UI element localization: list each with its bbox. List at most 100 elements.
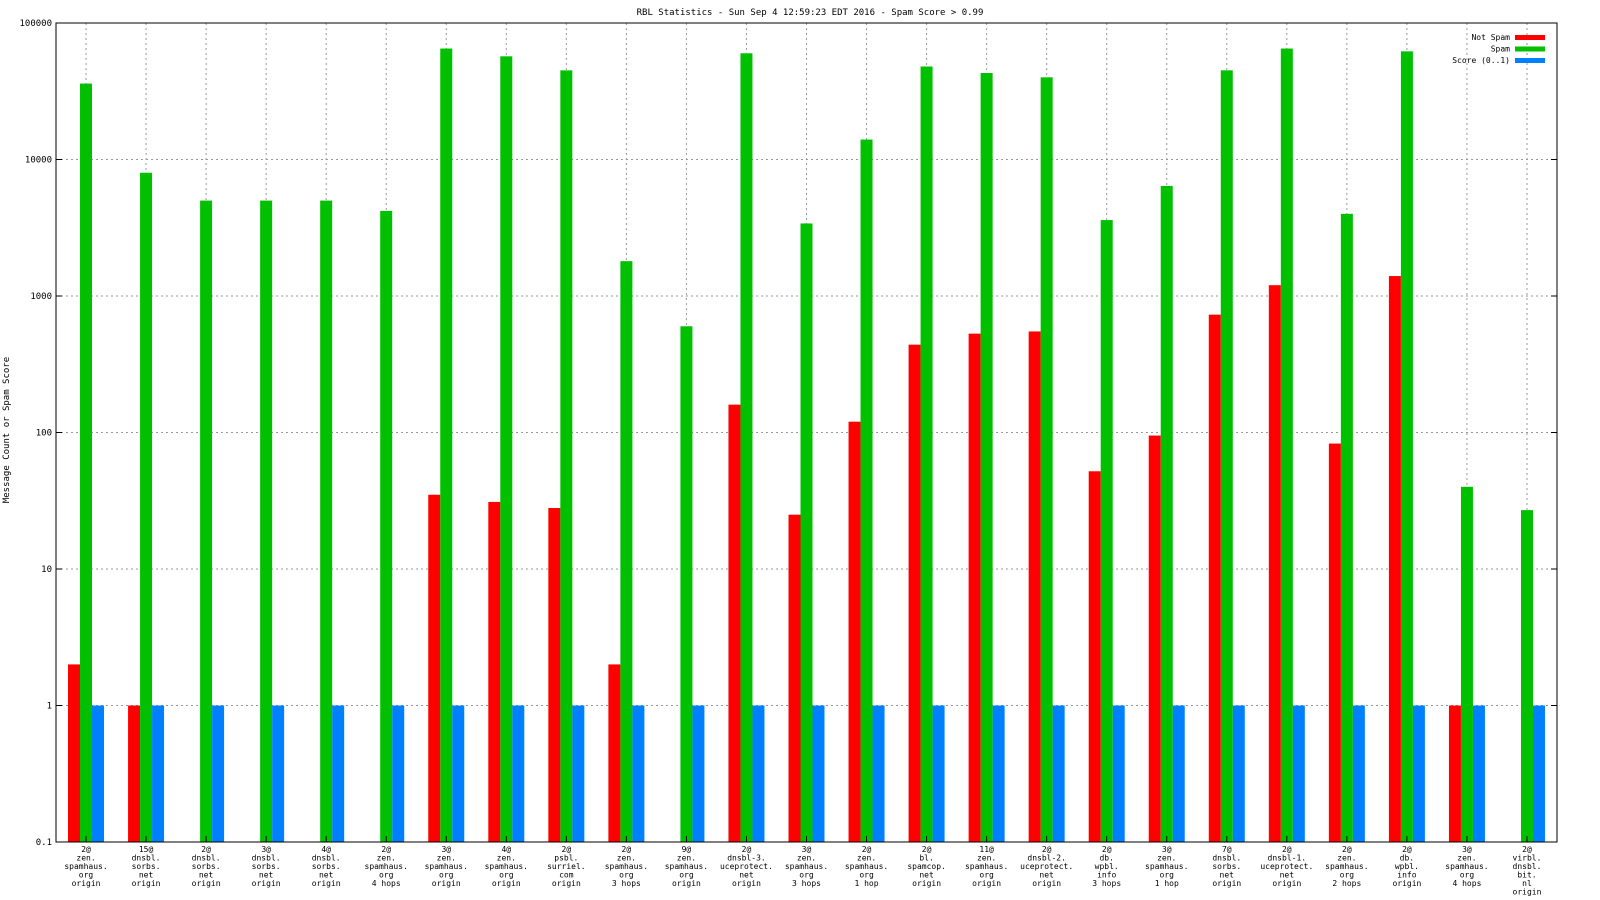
x-tick-label: origin (552, 879, 581, 888)
x-tick-label: zen. (1457, 854, 1476, 863)
x-tick-label: dnsbl-2. (1027, 854, 1066, 863)
x-tick-label: dnsbl-1. (1268, 854, 1307, 863)
x-tick-label: sorbs. (1212, 862, 1241, 871)
x-tick-label: 2@ (742, 845, 752, 854)
x-tick-label: net (259, 871, 274, 880)
x-tick-label: 4 hops (1452, 879, 1481, 888)
bar-not-spam (1448, 705, 1461, 842)
x-tick-label: psbl. (554, 854, 578, 863)
x-tick-label: uceprotect. (1260, 862, 1313, 871)
bar-not-spam (908, 344, 921, 842)
y-axis-label: Message Count or Spam Score (2, 357, 12, 503)
x-tick-label: 15@ (139, 845, 154, 854)
x-tick-label: 4@ (501, 845, 511, 854)
x-tick-label: zen. (1337, 854, 1356, 863)
x-tick-label: bit. (1517, 871, 1536, 880)
x-tick-label: zen. (677, 854, 696, 863)
x-tick-label: zen. (797, 854, 816, 863)
bar-score-0-1 (512, 705, 525, 842)
bar-score-0-1 (212, 705, 225, 842)
x-tick-label: net (1039, 871, 1054, 880)
bar-spam (1520, 510, 1533, 842)
x-tick-label: org (619, 871, 634, 880)
legend-swatch (1515, 35, 1545, 40)
x-tick-label: spamhaus. (785, 862, 828, 871)
x-tick-label: origin (732, 879, 761, 888)
x-tick-label: 11@ (979, 845, 994, 854)
x-tick-label: 2@ (1522, 845, 1532, 854)
x-tick-label: org (1340, 871, 1355, 880)
x-tick-label: db. (1400, 854, 1414, 863)
x-tick-label: nl (1522, 879, 1532, 888)
bar-not-spam (68, 664, 81, 842)
bar-score-0-1 (1052, 705, 1065, 842)
bar-spam (980, 73, 993, 842)
bar-score-0-1 (272, 705, 285, 842)
y-tick-label: 10 (41, 565, 52, 575)
bar-score-0-1 (1232, 705, 1245, 842)
x-tick-label: net (319, 871, 334, 880)
x-tick-label: sorbs. (252, 862, 281, 871)
x-tick-label: 2@ (201, 845, 211, 854)
x-tick-label: dnsbl. (1212, 854, 1241, 863)
x-tick-label: info (1097, 871, 1116, 880)
bar-score-0-1 (812, 705, 825, 842)
x-tick-label: 2@ (622, 845, 632, 854)
y-tick-label: 100 (36, 429, 52, 439)
bar-spam (680, 326, 693, 842)
x-tick-label: zen. (497, 854, 516, 863)
x-tick-label: net (1220, 871, 1235, 880)
x-tick-label: org (1160, 871, 1175, 880)
bar-score-0-1 (332, 705, 345, 842)
x-tick-label: sorbs. (312, 862, 341, 871)
x-tick-label: org (439, 871, 454, 880)
x-tick-label: spamhaus. (965, 862, 1008, 871)
x-tick-label: dnsbl. (192, 854, 221, 863)
x-tick-label: 3 hops (612, 879, 641, 888)
x-tick-label: spamhaus. (1445, 862, 1488, 871)
bar-not-spam (1208, 314, 1221, 842)
x-tick-label: origin (72, 879, 101, 888)
bar-spam (620, 261, 633, 843)
x-tick-label: dnsbl. (252, 854, 281, 863)
x-tick-label: 2@ (381, 845, 391, 854)
x-tick-label: dnsbl-3. (727, 854, 766, 863)
x-tick-label: 3@ (261, 845, 271, 854)
x-tick-label: 3 hops (792, 879, 821, 888)
bar-score-0-1 (1472, 705, 1485, 842)
x-tick-label: surriel. (547, 862, 586, 871)
bar-not-spam (428, 494, 441, 842)
x-tick-label: com (559, 871, 574, 880)
x-tick-label: zen. (437, 854, 456, 863)
x-tick-label: org (799, 871, 814, 880)
bar-spam (500, 56, 513, 843)
bar-score-0-1 (1352, 705, 1365, 842)
legend-swatch (1515, 58, 1545, 63)
bar-spam (1280, 48, 1293, 842)
x-tick-label: org (859, 871, 874, 880)
x-tick-label: net (139, 871, 154, 880)
x-tick-label: spamhaus. (605, 862, 648, 871)
x-tick-label: zen. (1157, 854, 1176, 863)
x-tick-label: dnsbl. (312, 854, 341, 863)
bar-score-0-1 (452, 705, 465, 842)
x-tick-label: 2 hops (1332, 879, 1361, 888)
x-tick-label: org (79, 871, 94, 880)
bar-spam (1340, 213, 1353, 842)
bar-not-spam (1028, 331, 1041, 842)
bar-spam (1220, 70, 1233, 843)
y-tick-label: 1 (47, 702, 52, 712)
x-tick-label: spamhaus. (425, 862, 468, 871)
x-tick-label: org (379, 871, 394, 880)
bar-not-spam (128, 705, 141, 842)
x-tick-label: 2@ (1102, 845, 1112, 854)
x-tick-label: uceprotect. (1020, 862, 1073, 871)
x-tick-label: 1 hop (854, 879, 878, 888)
x-tick-label: zen. (977, 854, 996, 863)
x-tick-label: sorbs. (192, 862, 221, 871)
x-tick-label: spamhaus. (485, 862, 528, 871)
x-tick-label: origin (132, 879, 161, 888)
bar-spam (1400, 51, 1413, 842)
bar-score-0-1 (932, 705, 945, 842)
x-tick-label: spamhaus. (1325, 862, 1368, 871)
